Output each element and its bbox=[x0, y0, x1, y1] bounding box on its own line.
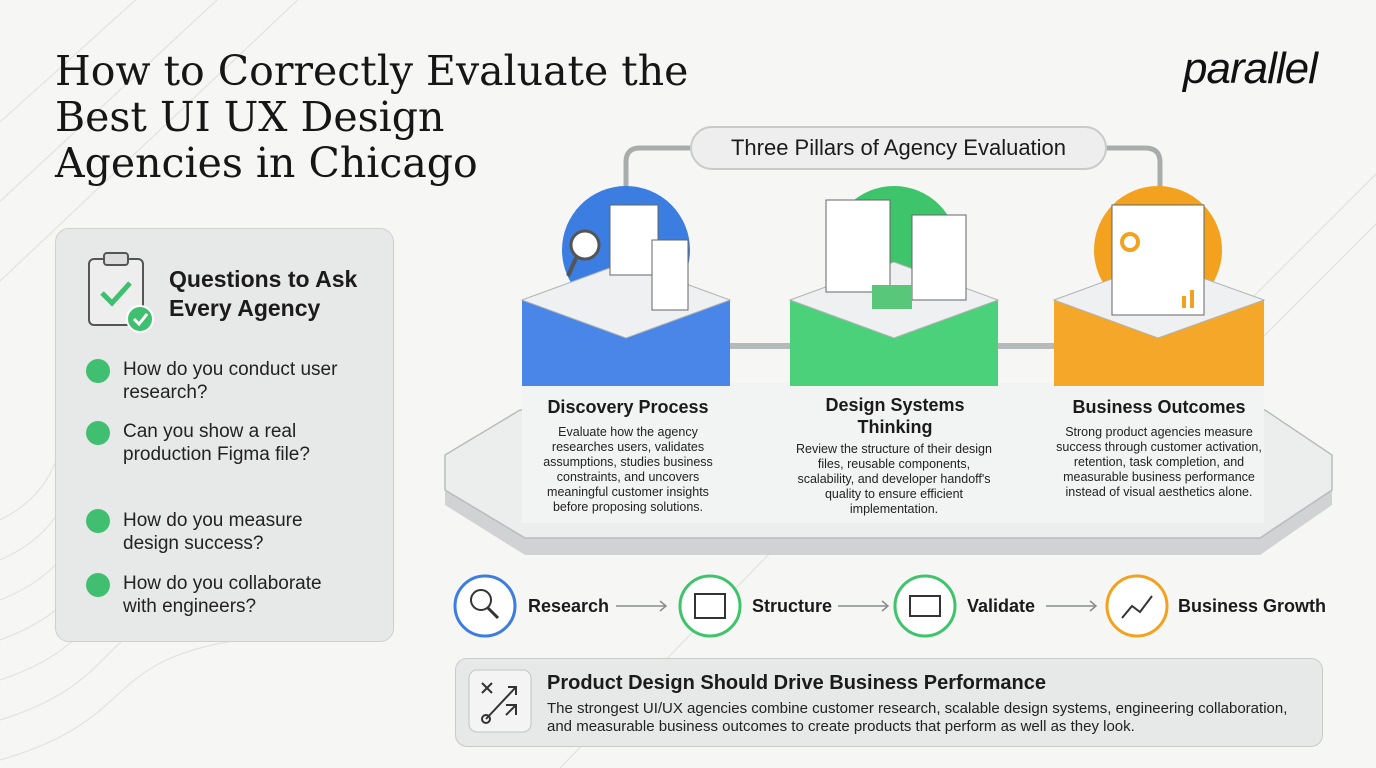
connector bbox=[623, 145, 1163, 210]
pillar-title: Design Systems Thinking bbox=[825, 395, 965, 437]
check-icon bbox=[86, 421, 110, 445]
footer-icon bbox=[468, 669, 532, 733]
title-line: How to Correctly Evaluate the bbox=[55, 47, 689, 95]
question: How do you conduct user research? bbox=[123, 359, 338, 403]
title: How to Correctly Evaluate the Best UI UX… bbox=[55, 48, 688, 186]
platform bbox=[444, 343, 1333, 555]
question: How do you measure design success? bbox=[123, 510, 303, 554]
flow-step: Structure bbox=[752, 596, 833, 616]
footer-box: Product Design Should Drive Business Per… bbox=[455, 658, 1323, 747]
title-line: Agencies in Chicago bbox=[55, 139, 478, 187]
pillar-title: Discovery Process bbox=[547, 397, 709, 417]
flow-arrows bbox=[616, 600, 1098, 612]
questions-title: Questions to Ask Every Agency bbox=[169, 266, 358, 321]
flow-icons bbox=[453, 574, 1169, 638]
title-line: Best UI UX Design bbox=[55, 93, 445, 141]
question: Can you show a real production Figma fil… bbox=[123, 421, 310, 465]
pillars-title: Three Pillars of Agency Evaluation bbox=[690, 126, 1107, 170]
pillar-text: Review the structure of their design fil… bbox=[796, 442, 992, 516]
footer-text: The strongest UI/UX agencies combine cus… bbox=[547, 700, 1288, 735]
questions-panel: Questions to Ask Every Agency How do you… bbox=[55, 228, 394, 642]
clipboard-icon bbox=[88, 252, 154, 333]
pillar-text: Evaluate how the agency researches users… bbox=[543, 425, 713, 514]
check-icon bbox=[86, 573, 110, 597]
pillar-orange bbox=[1052, 186, 1266, 386]
pillar-text: Strong product agencies measure success … bbox=[1056, 425, 1262, 499]
footer-title: Product Design Should Drive Business Per… bbox=[547, 672, 1047, 694]
question: How do you collaborate with engineers? bbox=[123, 573, 322, 617]
check-icon bbox=[86, 509, 110, 533]
flow-step: Validate bbox=[967, 596, 1036, 616]
flow-step: Research bbox=[528, 596, 610, 616]
flow-step: Business Growth bbox=[1178, 596, 1327, 616]
logo: parallel bbox=[1183, 44, 1318, 93]
pillar-blue bbox=[520, 186, 732, 386]
check-icon bbox=[86, 359, 110, 383]
pillar-green bbox=[788, 186, 1000, 386]
pillar-title: Business Outcomes bbox=[1072, 397, 1246, 417]
